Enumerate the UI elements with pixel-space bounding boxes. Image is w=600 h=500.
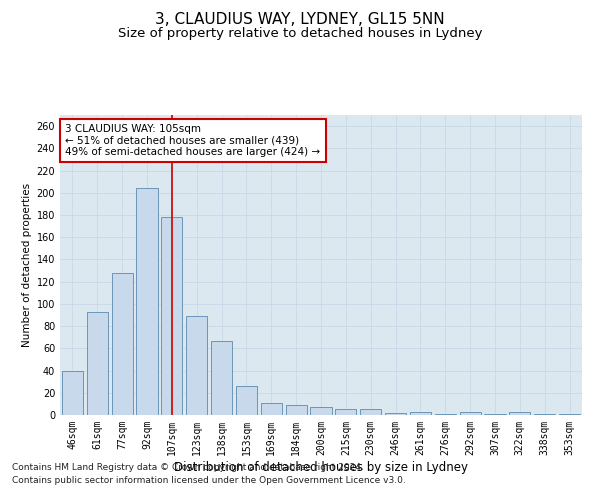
Text: 3 CLAUDIUS WAY: 105sqm
← 51% of detached houses are smaller (439)
49% of semi-de: 3 CLAUDIUS WAY: 105sqm ← 51% of detached…	[65, 124, 320, 157]
Bar	[310, 407, 332, 415]
Bar	[286, 405, 307, 415]
Bar	[62, 370, 83, 415]
Bar	[410, 412, 431, 415]
Bar	[385, 413, 406, 415]
Bar	[509, 412, 530, 415]
Bar	[460, 412, 481, 415]
Bar	[534, 414, 555, 415]
Bar	[484, 414, 506, 415]
Bar	[211, 340, 232, 415]
Y-axis label: Number of detached properties: Number of detached properties	[22, 183, 32, 347]
Bar	[136, 188, 158, 415]
Bar	[112, 273, 133, 415]
Bar	[559, 414, 580, 415]
Bar	[236, 386, 257, 415]
Bar	[87, 312, 108, 415]
Text: Contains public sector information licensed under the Open Government Licence v3: Contains public sector information licen…	[12, 476, 406, 485]
Bar	[261, 403, 282, 415]
Text: 3, CLAUDIUS WAY, LYDNEY, GL15 5NN: 3, CLAUDIUS WAY, LYDNEY, GL15 5NN	[155, 12, 445, 28]
X-axis label: Distribution of detached houses by size in Lydney: Distribution of detached houses by size …	[174, 460, 468, 473]
Text: Size of property relative to detached houses in Lydney: Size of property relative to detached ho…	[118, 28, 482, 40]
Bar	[435, 414, 456, 415]
Bar	[186, 316, 207, 415]
Bar	[360, 410, 381, 415]
Text: Contains HM Land Registry data © Crown copyright and database right 2024.: Contains HM Land Registry data © Crown c…	[12, 464, 364, 472]
Bar	[335, 410, 356, 415]
Bar	[161, 217, 182, 415]
